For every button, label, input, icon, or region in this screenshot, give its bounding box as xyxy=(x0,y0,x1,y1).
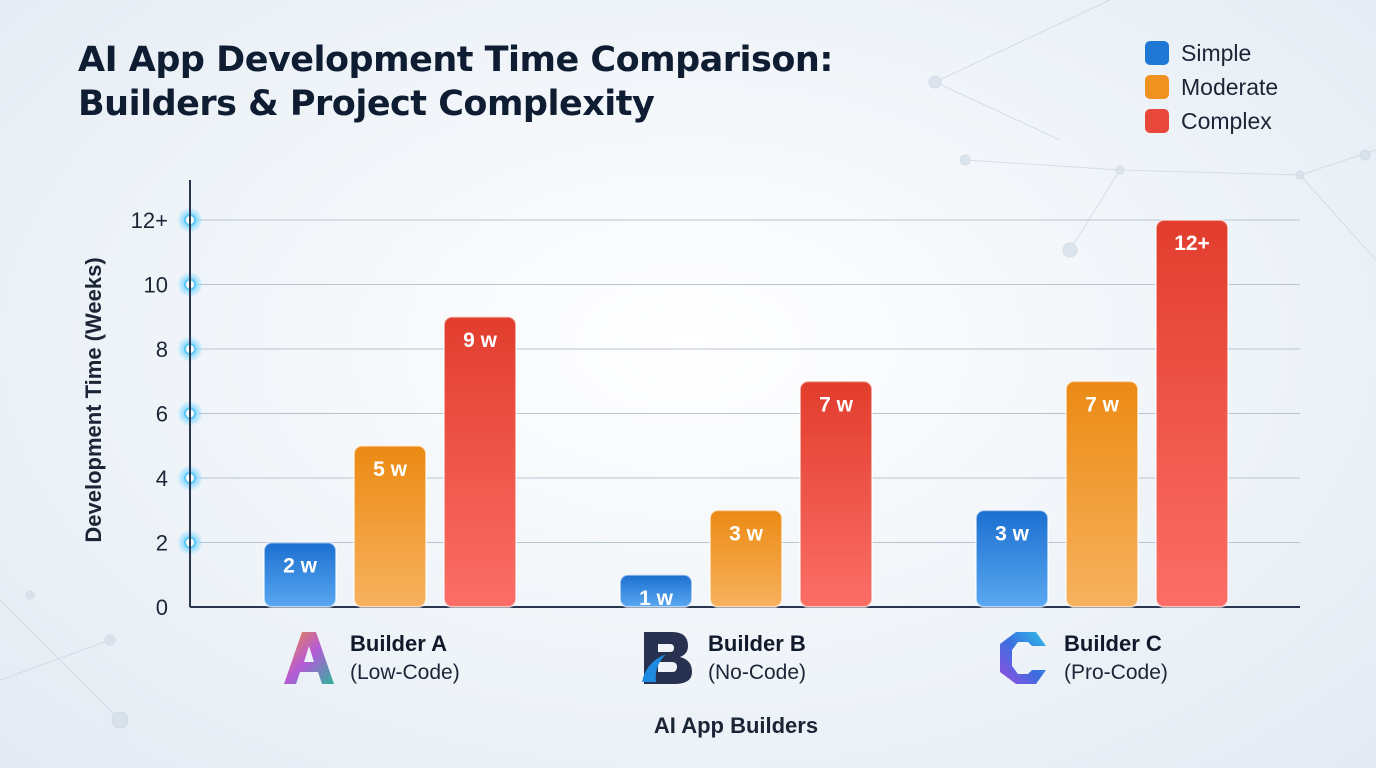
bar-complex xyxy=(1155,219,1229,608)
swatch-simple xyxy=(1145,41,1169,65)
bar-data-label: 1 w xyxy=(639,587,674,610)
builder-b-label: Builder B (No-Code) xyxy=(640,628,806,688)
y-tick-label: 12+ xyxy=(131,208,168,233)
letter-a-logo-icon xyxy=(284,632,334,684)
bar-data-label: 5 w xyxy=(373,458,408,481)
letter-c-logo-icon xyxy=(1000,632,1046,684)
chart-title: AI App Development Time Comparison: Buil… xyxy=(78,38,833,126)
y-tick-label: 2 xyxy=(156,531,168,556)
legend-item-simple: Simple xyxy=(1145,36,1278,70)
bar-data-label: 12+ xyxy=(1174,232,1210,255)
bar-complex xyxy=(799,380,873,608)
swatch-moderate xyxy=(1145,75,1169,99)
legend-item-moderate: Moderate xyxy=(1145,70,1278,104)
swatch-complex xyxy=(1145,109,1169,133)
y-tick-label: 8 xyxy=(156,337,168,362)
bar-data-label: 3 w xyxy=(729,522,764,545)
y-tick-label: 4 xyxy=(156,466,168,491)
x-axis-label: AI App Builders xyxy=(653,713,819,738)
title-line-1: AI App Development Time Comparison: xyxy=(78,40,833,80)
bar-data-label: 2 w xyxy=(283,555,318,578)
bar-complex xyxy=(443,315,517,608)
builder-type: (Low-Code) xyxy=(350,661,460,684)
builder-c-label: Builder C (Pro-Code) xyxy=(996,628,1168,688)
y-axis-label: Development Time (Weeks) xyxy=(81,257,106,543)
bar-data-label: 3 w xyxy=(995,522,1030,545)
legend-item-complex: Complex xyxy=(1145,104,1278,138)
builder-name: Builder A xyxy=(350,631,447,656)
legend: Simple Moderate Complex xyxy=(1145,36,1278,138)
builder-name: Builder B xyxy=(708,631,806,656)
bar-simple xyxy=(263,541,337,608)
bar-moderate xyxy=(709,509,783,608)
bar-simple xyxy=(975,509,1049,608)
network-background-decoration xyxy=(0,0,1376,729)
legend-label: Moderate xyxy=(1181,73,1279,100)
y-tick-label: 0 xyxy=(156,595,168,620)
bar-moderate xyxy=(1065,380,1139,608)
bar-data-label: 7 w xyxy=(819,393,854,416)
builder-type: (Pro-Code) xyxy=(1064,661,1168,684)
title-line-2: Builders & Project Complexity xyxy=(78,84,655,124)
legend-label: Complex xyxy=(1181,107,1272,134)
bar-data-label: 7 w xyxy=(1085,393,1120,416)
legend-label: Simple xyxy=(1181,39,1252,66)
builder-name: Builder C xyxy=(1064,631,1162,656)
y-tick-label: 6 xyxy=(156,402,168,427)
letter-b-logo-icon xyxy=(642,632,692,684)
bar-simple xyxy=(619,573,693,608)
bar-moderate xyxy=(353,444,427,608)
bar-data-label: 9 w xyxy=(463,329,498,352)
builder-type: (No-Code) xyxy=(708,661,807,684)
y-tick-label: 10 xyxy=(144,273,168,298)
builder-a-label: Builder A (Low-Code) xyxy=(282,628,460,688)
